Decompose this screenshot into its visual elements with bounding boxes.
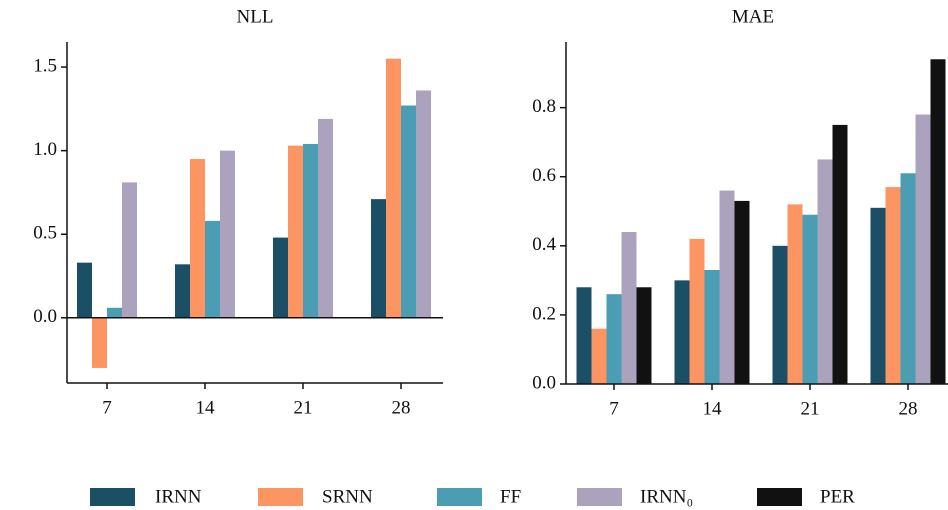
legend-label: IRNN₀ — [640, 486, 693, 507]
y-tick-label: 0.4 — [532, 234, 556, 255]
bar — [915, 114, 931, 384]
bar — [205, 220, 220, 318]
bar — [787, 204, 803, 384]
x-tick-label: 21 — [801, 398, 820, 419]
bar — [772, 245, 788, 384]
bar — [386, 58, 401, 318]
bar — [674, 280, 690, 384]
legend-swatch — [258, 488, 303, 506]
bar — [220, 150, 235, 318]
bar — [930, 59, 946, 384]
bar — [802, 214, 818, 384]
bar — [122, 182, 137, 318]
y-tick-label: 0.6 — [532, 165, 556, 186]
bar — [576, 287, 592, 384]
legend-swatch — [757, 488, 802, 506]
legend-label: SRNN — [322, 486, 373, 507]
x-tick-label: 28 — [899, 398, 918, 419]
chart-title: MAE — [732, 6, 774, 27]
bar — [371, 199, 386, 318]
y-tick-label: 0.5 — [33, 223, 57, 244]
legend-swatch — [577, 488, 622, 506]
bar — [107, 307, 122, 318]
bar — [77, 262, 92, 318]
y-tick-label: 1.0 — [33, 139, 57, 160]
x-tick-label: 14 — [703, 398, 723, 419]
bar — [303, 143, 318, 318]
y-tick-label: 0.0 — [532, 372, 556, 393]
bar — [190, 159, 205, 318]
bar — [832, 124, 848, 384]
bar — [900, 173, 916, 384]
bar — [606, 294, 622, 384]
x-tick-label: 21 — [294, 397, 313, 418]
bar — [175, 264, 190, 318]
chart-title: NLL — [237, 6, 274, 27]
legend-label: IRNN — [155, 486, 202, 507]
bar — [92, 317, 107, 368]
bar — [817, 159, 833, 384]
bar — [273, 237, 288, 318]
bar — [734, 200, 750, 384]
bar — [636, 287, 652, 384]
legend-swatch — [90, 488, 135, 506]
legend-label: PER — [820, 486, 855, 507]
bar — [288, 145, 303, 318]
bar — [416, 90, 431, 318]
y-tick-label: 0.0 — [33, 306, 57, 327]
bar — [704, 270, 720, 384]
bar — [719, 190, 735, 384]
y-tick-label: 0.8 — [532, 96, 556, 117]
y-tick-label: 0.2 — [532, 303, 556, 324]
y-tick-label: 1.5 — [33, 55, 57, 76]
bar — [885, 187, 901, 384]
bar — [870, 207, 886, 384]
x-tick-label: 28 — [392, 397, 411, 418]
bar — [318, 118, 333, 318]
x-tick-label: 7 — [609, 398, 619, 419]
bar — [591, 328, 607, 384]
legend-label: FF — [500, 486, 521, 507]
bar — [621, 232, 637, 384]
bar — [689, 238, 705, 384]
legend-swatch — [437, 488, 482, 506]
x-tick-label: 7 — [102, 397, 112, 418]
bar — [401, 105, 416, 318]
x-tick-label: 14 — [196, 397, 216, 418]
